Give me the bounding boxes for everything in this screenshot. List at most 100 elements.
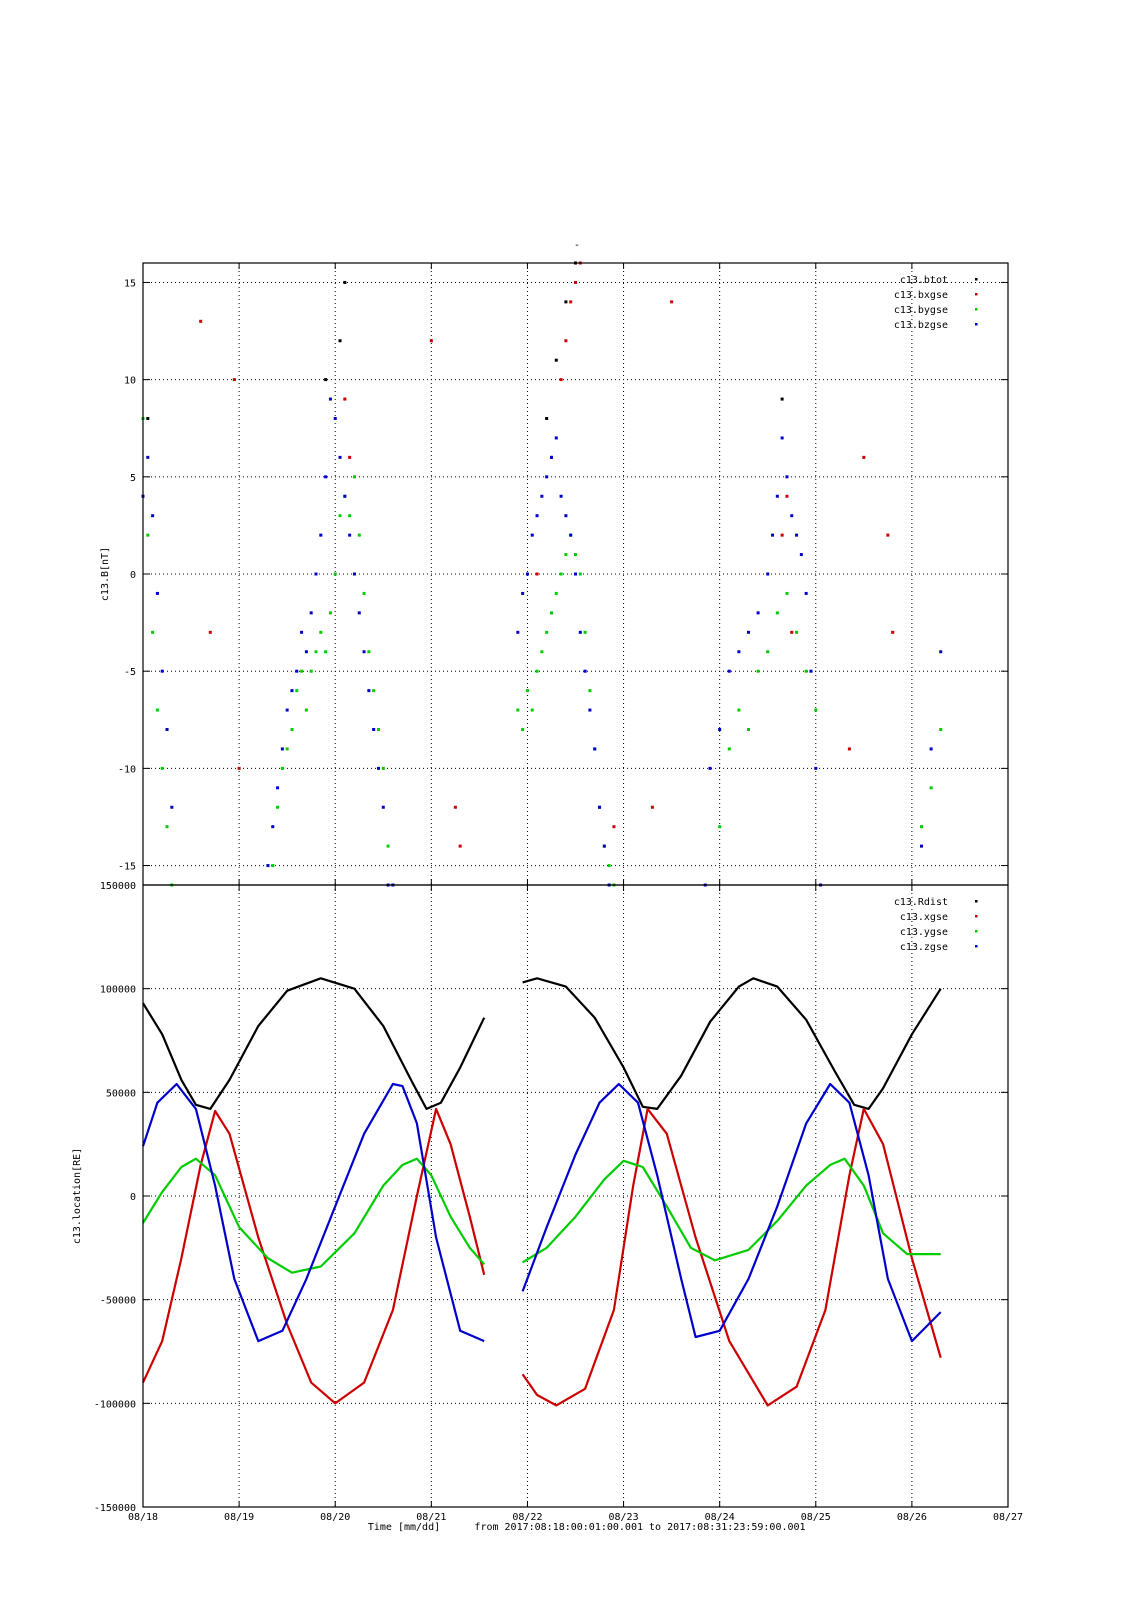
data-point-c13.bzgse [771,533,775,537]
legend-entry-swatch [975,945,978,948]
data-point-c13.bxgse [886,533,890,537]
data-point-c13.bygse [386,844,390,848]
data-point-c13.bzgse [155,591,159,595]
data-point-c13.bzgse [564,514,568,518]
data-point-c13.bxgse [199,319,203,323]
legend: c13.Rdist c13.xgse c13.ygse c13.zgse [894,897,978,953]
data-point-c13.bzgse [540,494,544,498]
data-point-c13.bzgse [708,766,712,770]
data-point-c13.bzgse [352,572,356,576]
data-point-c13.bzgse [328,397,332,401]
data-point-c13.bxgse [453,805,457,809]
y-axis-label: c13.B[nT] [100,547,111,601]
data-point-c13.bygse [785,591,789,595]
x-axis-label: Time [mm/dd] [368,1522,440,1533]
series-line-c13.Rdist [522,977,942,1111]
data-point-c13.bygse [362,591,366,595]
data-point-c13.bzgse [165,728,169,731]
y-tick-label: 0 [130,1192,136,1203]
data-point-c13.bygse [151,630,155,634]
time-range-label: from 2017:08:18:00:01:00.001 to 2017:08:… [474,1522,805,1533]
data-point-c13.bzgse [381,805,385,809]
y-tick-label: -10 [118,764,136,775]
data-point-c13.bxgse [790,630,794,634]
data-point-c13.bygse [328,611,332,615]
x-tick-label: 08/20 [320,1512,350,1523]
data-point-c13.bzgse [598,805,602,809]
data-point-c13.bygse [920,825,923,829]
data-point-c13.bxgse [343,397,347,401]
data-point-c13.bygse [367,650,371,654]
tick-labels: 08/18 08/19 08/20 08/21 08/22 08/23 08/24 08/25… [94,881,1023,1523]
legend-entry-swatch [975,323,978,326]
data-point-c13.bygse [314,650,318,654]
series-line-c13.ygse [522,1157,941,1264]
data-point-c13.bzgse [809,669,813,673]
data-point-c13.bzgse [362,650,366,654]
data-point-c13.bygse [929,786,933,790]
y-tick-label: -100000 [94,1399,136,1410]
y-tick-label: 5 [130,473,136,484]
y-tick-label: 0 [130,570,136,581]
x-tick-label: 08/19 [224,1512,254,1523]
legend-entry-label: c13.bzgse [894,320,948,331]
data-point-c13.bzgse [530,533,534,537]
legend-entry-label: c13.ygse [900,927,948,938]
data-point-c13.bzgse [583,669,587,673]
data-point-c13.btot [146,417,150,420]
legend: c13.btot c13.bxgse c13.bygse c13.bzgse [894,275,978,331]
data-point-c13.bzgse [929,747,933,751]
data-point-c13.bygse [338,514,342,518]
data-point-c13.bzgse [304,650,308,654]
data-point-c13.bzgse [376,766,380,770]
data-point-c13.bzgse [314,572,318,576]
data-point-c13.bzgse [795,533,799,537]
data-point-c13.bzgse [593,747,597,751]
data-point-c13.bygse [381,766,385,770]
data-point-c13.bzgse [160,669,164,673]
data-point-c13.bxgse [564,339,568,343]
legend-entry-label: c13.Rdist [894,897,948,908]
data-point-c13.bzgse [545,475,549,479]
data-point-c13.bzgse [559,494,563,498]
data-point-c13.bygse [372,689,376,693]
data-point-c13.bygse [271,864,275,868]
y-tick-label: -15 [118,862,136,873]
data-point-c13.bzgse [338,455,342,459]
grid [143,884,1008,1508]
data-point-c13.bzgse [766,572,770,576]
y-tick-label: 15 [124,278,136,289]
y-tick-label: -5 [124,667,136,678]
data-point-c13.btot [343,280,347,284]
data-point-c13.bxgse [891,630,895,634]
data-point-c13.bzgse [266,864,270,868]
x-tick-label: 08/18 [128,1512,158,1523]
data-point-c13.bzgse [554,436,558,440]
data-point-c13.bzgse [324,475,328,479]
data-point-c13.bygse [521,728,525,731]
data-point-c13.bygse [165,825,169,829]
data-point-c13.bygse [564,553,568,557]
data-point-c13.bzgse [718,728,722,731]
data-point-c13.bygse [545,630,549,634]
legend-entry-swatch [975,293,978,296]
legend-entry-swatch [975,900,978,903]
data-point-c13.bygse [376,728,380,731]
x-tick-label: 08/24 [705,1512,735,1523]
data-point-c13.bzgse [737,650,741,654]
data-point-c13.bzgse [372,728,376,731]
data-point-c13.bzgse [756,611,760,615]
data-point-c13.bzgse [516,630,520,634]
magnetic-field-panel: -15 -10 -5 0 5 10 15 c13.B[nT] c13.btot c13.bxg… [100,261,1009,887]
data-layer [141,977,942,1407]
data-point-c13.bzgse [747,630,750,634]
data-point-c13.bygse [319,630,323,634]
legend-entry-swatch [975,278,978,281]
data-point-c13.bygse [525,689,529,693]
legend-entry-label: c13.xgse [900,912,948,923]
data-point-c13.bxgse [429,339,433,343]
data-point-c13.bzgse [271,825,275,829]
legend-entry-swatch [975,915,978,918]
data-point-c13.bygse [814,708,818,712]
legend-entry-swatch [975,930,978,933]
